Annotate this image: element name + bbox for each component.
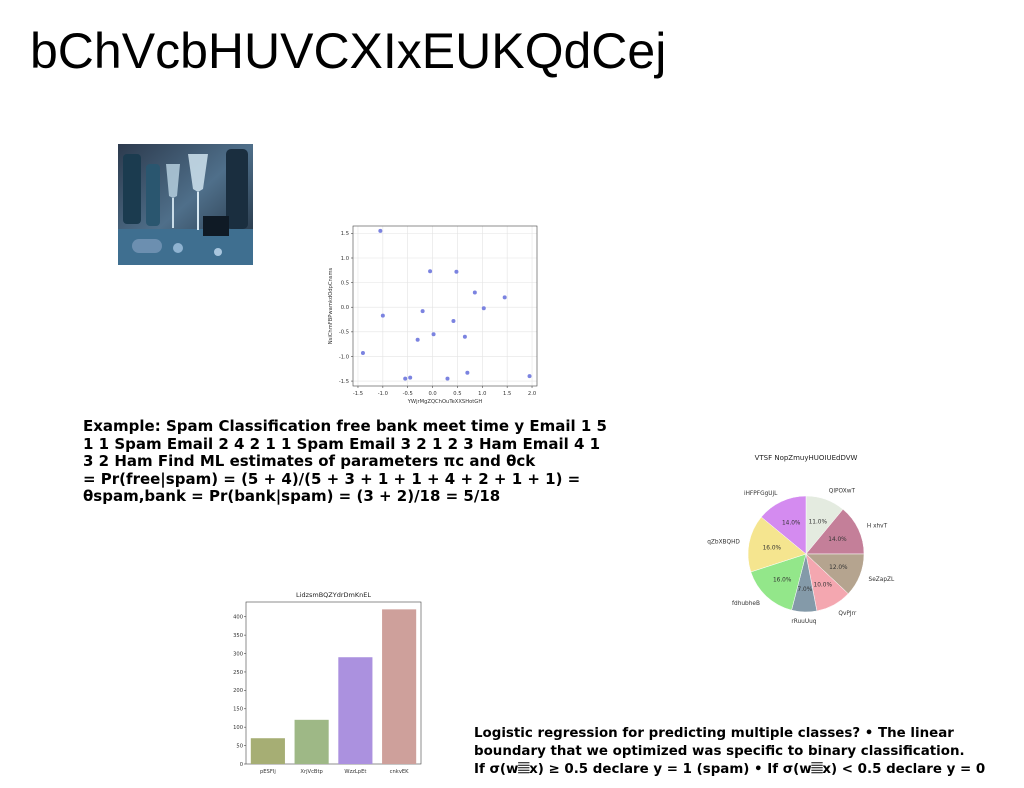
scatter-xtick-label: -0.5 [403, 391, 413, 397]
bar-ytick-label: 300 [233, 651, 243, 657]
scatter-xtick-label: 0.5 [453, 391, 461, 397]
scatter-ylabel: NsiChmFBPwamkdOdpCnsms [328, 267, 334, 344]
scatter-point [465, 370, 470, 375]
bar [250, 738, 285, 764]
scatter-xtick-label: 2.0 [528, 391, 536, 397]
pie-category-label: QvPJrr [838, 611, 856, 617]
scatter-plot-frame [352, 225, 538, 387]
scatter-point [454, 269, 459, 274]
bar-ytick-label: 250 [233, 670, 243, 676]
pie-category-label: iHFPFGgUjL [744, 491, 778, 497]
pie-pct-label: 14.0% [828, 537, 847, 543]
scatter-point [403, 376, 408, 381]
pie-pct-label: 11.0% [809, 519, 828, 525]
scatter-point [428, 269, 433, 274]
bar-ytick-label: 400 [233, 615, 243, 621]
scatter-ytick-label: -1.5 [339, 379, 349, 385]
scatter-ytick-label: -0.5 [339, 330, 349, 336]
bar-chart: LidzsmBQZYdrDmKnEL 0 50 100 150 200 250 300 350 4… [226, 588, 431, 780]
bar-ytick-label: 0 [240, 762, 243, 768]
scatter-ytick-label: 0.0 [341, 305, 349, 311]
scatter-ytick-label: -1.0 [339, 354, 349, 360]
bar-ytick-label: 200 [233, 688, 243, 694]
scatter-point [415, 337, 420, 342]
scatter-point [472, 290, 477, 295]
pie-category-label: rRuuUuq [791, 619, 816, 625]
scatter-ytick-label: 0.5 [341, 280, 349, 286]
logistic-regression-text: Logistic regression for predicting multi… [474, 726, 986, 777]
scatter-point [462, 334, 467, 339]
scatter-point [380, 313, 385, 318]
scatter-point [445, 376, 450, 381]
photo-graphic [118, 144, 253, 265]
pie-slice [747, 516, 807, 573]
bar-ytick-label: 350 [233, 633, 243, 639]
slide-title: bChVcbHUVCXIxEUKQdCej [30, 23, 667, 79]
pie-slice [750, 553, 807, 611]
pie-category-label: H xhvT [867, 523, 888, 529]
bar-category-label: cnkvEK [390, 769, 409, 775]
pie-pct-label: 14.0% [782, 521, 801, 527]
scatter-xlabel: YWjrMgZQChOuTeXXSHotGH [407, 399, 483, 405]
scatter-ytick-label: 1.5 [341, 231, 349, 237]
pie-category-label: QIPOXwT [829, 489, 856, 495]
bar [382, 609, 417, 764]
pie-pct-label: 16.0% [773, 577, 792, 583]
spam-example-text: Example: Spam Classification free bank m… [83, 417, 607, 505]
bar-ytick-label: 150 [233, 707, 243, 713]
pie-category-label: SeZapZL [869, 577, 895, 583]
scatter-xtick-label: 1.0 [478, 391, 486, 397]
scatter-point [431, 332, 436, 337]
scatter-point [408, 375, 413, 380]
scatter-xtick-label: 1.5 [503, 391, 511, 397]
bar-title: LidzsmBQZYdrDmKnEL [296, 591, 371, 599]
bar-ytick-label: 50 [236, 743, 243, 749]
scatter-chart: -1.5 -1.0 -0.5 0.0 0.5 1.0 1.5 2.0 -1.5 -1.0 -0.5 0… [325, 222, 540, 410]
bar-category-label: pESFIj [260, 769, 276, 775]
scatter-point [420, 309, 425, 314]
pie-title: VTSF NopZmuyHUOIUEdDVW [755, 454, 858, 462]
scatter-xtick-label: -1.5 [353, 391, 363, 397]
pie-slice [805, 508, 865, 555]
scatter-point [481, 306, 486, 311]
pie-chart: VTSF NopZmuyHUOIUEdDVW 11.0% QIPOXwT 14.0% H… [700, 450, 905, 650]
pie-category-label: qZbXBQHD [707, 539, 740, 545]
bar-category-label: XrjVcBtp [300, 769, 323, 775]
scatter-ytick-label: 1.0 [341, 256, 349, 262]
pie-pct-label: 7.0% [798, 587, 813, 593]
scatter-point [451, 319, 456, 324]
scatter-xtick-label: 0.0 [428, 391, 436, 397]
scatter-chart-svg: -1.5 -1.0 -0.5 0.0 0.5 1.0 1.5 2.0 -1.5 -1.0 -0.5 0… [328, 225, 538, 405]
bar [338, 657, 373, 764]
pie-pct-label: 16.0% [763, 545, 782, 551]
bar-chart-svg: LidzsmBQZYdrDmKnEL 0 50 100 150 200 250 300 350 4… [233, 591, 422, 775]
scatter-point [502, 295, 507, 300]
bar [294, 719, 329, 764]
pie-pct-label: 10.0% [814, 582, 833, 588]
scatter-point [527, 374, 532, 379]
pie-slice [760, 495, 807, 555]
pie-chart-svg: VTSF NopZmuyHUOIUEdDVW 11.0% QIPOXwT 14.0% H… [707, 454, 895, 625]
champagne-party-photo [118, 144, 253, 265]
scatter-point [378, 228, 383, 233]
scatter-point [360, 351, 365, 356]
pie-category-label: fdhubheB [732, 601, 760, 607]
bar-category-label: WzzLpEt [344, 769, 366, 775]
bar-ytick-label: 100 [233, 725, 243, 731]
bar-plot-frame [245, 601, 422, 765]
pie-pct-label: 12.0% [829, 565, 848, 571]
scatter-xtick-label: -1.0 [378, 391, 388, 397]
